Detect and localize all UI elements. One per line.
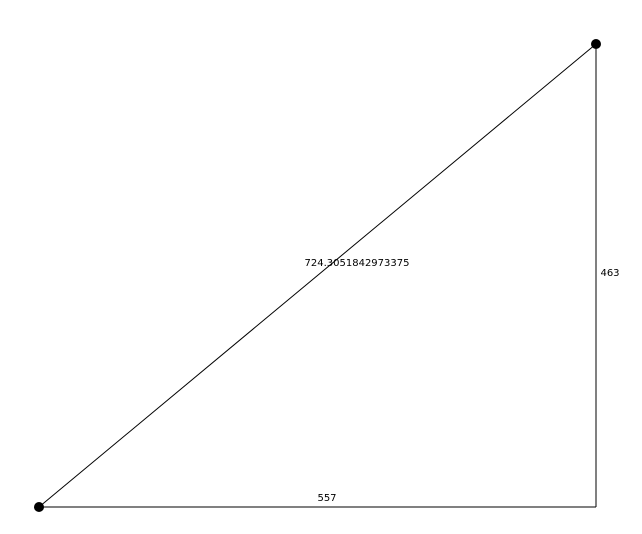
vertex-top-right (591, 39, 601, 49)
vertex-bottom-left (34, 502, 44, 512)
hypotenuse-edge (38, 43, 597, 508)
hypotenuse-length-label: 724.3051842973375 (305, 258, 410, 269)
vertical-side-length-label: 463 (600, 268, 619, 279)
horizontal-side-length-label: 557 (317, 493, 336, 504)
